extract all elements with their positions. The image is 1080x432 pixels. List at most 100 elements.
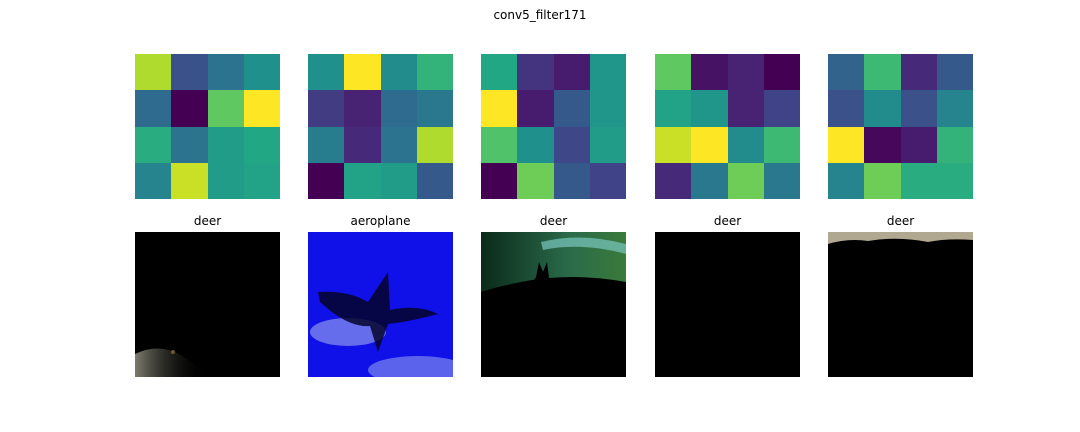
- heatmap-5-cell-2-0: [828, 126, 865, 163]
- thumbnail-5: [828, 232, 973, 377]
- heatmap-5-cell-1-2: [900, 90, 937, 127]
- heatmap-5-cell-3-0: [828, 162, 865, 199]
- heatmap-1-cell-2-1: [171, 126, 208, 163]
- heatmap-3-cell-1-0: [481, 90, 518, 127]
- image-label-2: aeroplane: [350, 214, 411, 228]
- heatmap-4-cell-1-2: [727, 90, 764, 127]
- heatmap-3-cell-3-2: [553, 162, 590, 199]
- thumbnail-4: [655, 232, 800, 377]
- heatmap-1-cell-3-2: [207, 162, 244, 199]
- heatmap-4-cell-2-0: [655, 126, 692, 163]
- heatmap-2-cell-3-3: [416, 162, 453, 199]
- heatmap-2-cell-1-0: [308, 90, 345, 127]
- heatmap-2-cell-0-1: [344, 54, 381, 91]
- thumbnail-3-art: [481, 232, 626, 377]
- heatmap-4-cell-2-3: [763, 126, 800, 163]
- heatmap-2-cell-2-1: [344, 126, 381, 163]
- heatmap-2-cell-1-2: [380, 90, 417, 127]
- figure-title: conv5_filter171: [493, 8, 587, 22]
- heatmap-4-cell-2-2: [727, 126, 764, 163]
- heatmap-5-cell-0-0: [828, 54, 865, 91]
- heatmap-2-cell-1-3: [416, 90, 453, 127]
- heatmap-4-cell-1-1: [691, 90, 728, 127]
- heatmap-5-cell-3-1: [864, 162, 901, 199]
- heatmap-1-cell-0-0: [135, 54, 172, 91]
- heatmap-3-cell-0-3: [589, 54, 626, 91]
- thumbnail-2: [308, 232, 453, 377]
- heatmap-4-cell-1-0: [655, 90, 692, 127]
- heatmap-3-cell-1-3: [589, 90, 626, 127]
- thumbnail-1: [135, 232, 280, 377]
- heatmap-1-cell-3-0: [135, 162, 172, 199]
- heatmap-4-cell-3-1: [691, 162, 728, 199]
- heatmap-1-cell-3-1: [171, 162, 208, 199]
- heatmap-4-cell-2-1: [691, 126, 728, 163]
- heatmap-4-cell-3-3: [763, 162, 800, 199]
- image-label-1: deer: [193, 214, 222, 228]
- heatmap-3: [481, 54, 626, 199]
- heatmap-4-cell-3-0: [655, 162, 692, 199]
- heatmap-1-cell-2-2: [207, 126, 244, 163]
- heatmap-4: [655, 54, 800, 199]
- heatmap-3-cell-0-0: [481, 54, 518, 91]
- heatmap-1-cell-1-3: [243, 90, 280, 127]
- heatmap-4-cell-0-1: [691, 54, 728, 91]
- heatmap-2-cell-0-0: [308, 54, 345, 91]
- heatmap-1-cell-0-1: [171, 54, 208, 91]
- heatmap-3-cell-2-0: [481, 126, 518, 163]
- heatmap-4-cell-1-3: [763, 90, 800, 127]
- heatmap-1-cell-0-3: [243, 54, 280, 91]
- heatmap-5-cell-1-1: [864, 90, 901, 127]
- thumbnail-4-art: [655, 232, 800, 377]
- heatmap-5-cell-2-3: [936, 126, 973, 163]
- heatmap-3-cell-1-2: [553, 90, 590, 127]
- heatmap-2-cell-3-1: [344, 162, 381, 199]
- heatmap-1-cell-1-1: [171, 90, 208, 127]
- heatmap-3-cell-1-1: [517, 90, 554, 127]
- heatmap-3-cell-2-2: [553, 126, 590, 163]
- heatmap-3-cell-0-2: [553, 54, 590, 91]
- heatmap-2-cell-1-1: [344, 90, 381, 127]
- heatmap-2-cell-2-0: [308, 126, 345, 163]
- heatmap-1-cell-2-0: [135, 126, 172, 163]
- heatmap-2-cell-3-0: [308, 162, 345, 199]
- heatmap-4-cell-0-2: [727, 54, 764, 91]
- thumbnail-5-art: [828, 232, 973, 377]
- heatmap-2-cell-2-3: [416, 126, 453, 163]
- heatmap-3-cell-3-3: [589, 162, 626, 199]
- heatmap-1-cell-2-3: [243, 126, 280, 163]
- heatmap-2-cell-0-2: [380, 54, 417, 91]
- heatmap-2-cell-3-2: [380, 162, 417, 199]
- heatmap-5-cell-3-3: [936, 162, 973, 199]
- thumbnail-2-art: [308, 232, 453, 377]
- heatmap-5-cell-2-1: [864, 126, 901, 163]
- heatmap-5-cell-0-2: [900, 54, 937, 91]
- image-label-4: deer: [713, 214, 742, 228]
- heatmap-5: [828, 54, 973, 199]
- heatmap-3-cell-0-1: [517, 54, 554, 91]
- heatmap-1-cell-1-0: [135, 90, 172, 127]
- heatmap-1: [135, 54, 280, 199]
- heatmap-2: [308, 54, 453, 199]
- heatmap-5-cell-1-3: [936, 90, 973, 127]
- heatmap-2-cell-2-2: [380, 126, 417, 163]
- heatmap-5-cell-1-0: [828, 90, 865, 127]
- heatmap-3-cell-3-1: [517, 162, 554, 199]
- heatmap-4-cell-0-0: [655, 54, 692, 91]
- image-label-3: deer: [539, 214, 568, 228]
- heatmap-1-cell-1-2: [207, 90, 244, 127]
- heatmap-5-cell-2-2: [900, 126, 937, 163]
- image-label-5: deer: [886, 214, 915, 228]
- heatmap-4-cell-3-2: [727, 162, 764, 199]
- heatmap-5-cell-3-2: [900, 162, 937, 199]
- heatmap-2-cell-0-3: [416, 54, 453, 91]
- heatmap-5-cell-0-1: [864, 54, 901, 91]
- thumbnail-3: [481, 232, 626, 377]
- heatmap-3-cell-3-0: [481, 162, 518, 199]
- heatmap-4-cell-0-3: [763, 54, 800, 91]
- heatmap-5-cell-0-3: [936, 54, 973, 91]
- heatmap-3-cell-2-1: [517, 126, 554, 163]
- heatmap-1-cell-0-2: [207, 54, 244, 91]
- heatmap-1-cell-3-3: [243, 162, 280, 199]
